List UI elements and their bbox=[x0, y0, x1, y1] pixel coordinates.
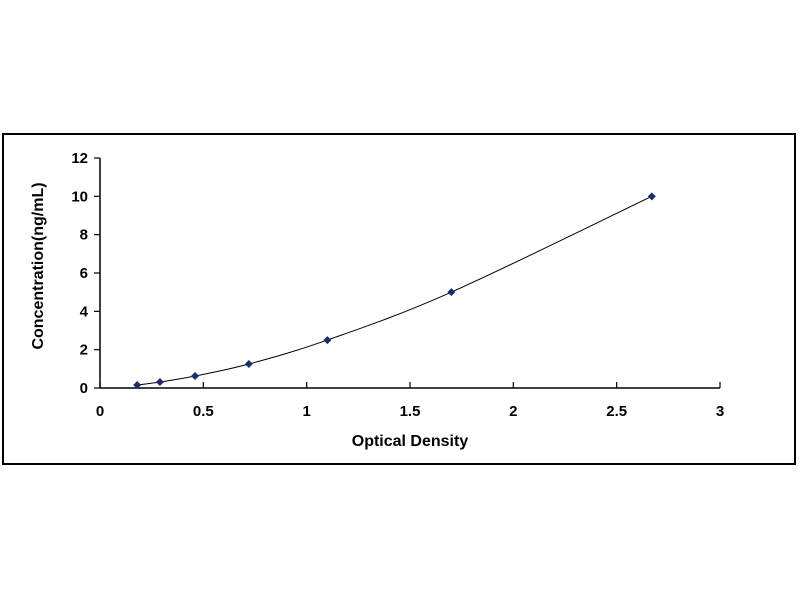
data-point bbox=[191, 372, 200, 381]
x-tick-label: 0 bbox=[96, 403, 104, 420]
x-tick-label: 2 bbox=[509, 403, 517, 420]
x-ticks: 0 0.5 1 1.5 2 2.5 3 bbox=[96, 382, 724, 420]
data-point bbox=[447, 288, 456, 297]
x-tick-label: 0.5 bbox=[193, 403, 214, 420]
y-tick-label: 4 bbox=[80, 303, 89, 320]
data-point bbox=[323, 336, 332, 345]
axes bbox=[99, 158, 720, 389]
y-axis-title: Concentration(ng/mL) bbox=[30, 182, 47, 349]
y-tick-label: 10 bbox=[71, 188, 88, 205]
y-tick-label: 2 bbox=[80, 342, 88, 359]
y-tick-label: 8 bbox=[80, 227, 88, 244]
x-axis-title: Optical Density bbox=[352, 433, 469, 450]
fit-curve bbox=[137, 195, 653, 386]
data-point bbox=[244, 360, 253, 369]
y-tick-label: 12 bbox=[71, 150, 88, 167]
y-ticks: 0 2 4 6 8 10 12 bbox=[71, 150, 100, 397]
x-tick-label: 2.5 bbox=[606, 403, 627, 420]
data-points bbox=[133, 192, 656, 390]
data-point bbox=[133, 381, 142, 390]
x-tick-label: 1 bbox=[302, 403, 310, 420]
x-tick-label: 3 bbox=[716, 403, 724, 420]
data-point bbox=[155, 378, 164, 387]
y-tick-label: 0 bbox=[80, 380, 88, 397]
x-tick-label: 1.5 bbox=[400, 403, 421, 420]
y-tick-label: 6 bbox=[80, 265, 88, 282]
data-point bbox=[647, 192, 656, 201]
chart-frame bbox=[2, 133, 796, 465]
